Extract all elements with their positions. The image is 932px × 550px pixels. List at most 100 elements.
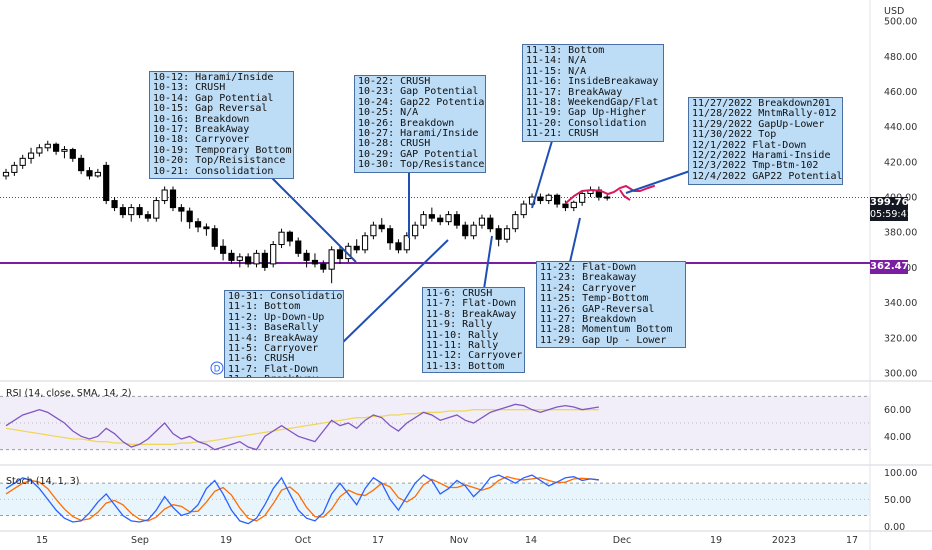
annotation-line: 10-25: N/A (358, 107, 419, 119)
annotation-line: 11-5: Carryover (228, 343, 319, 355)
candle-body (503, 228, 511, 240)
annotation-line: 11-4: BreakAway (228, 332, 319, 344)
candle-body (462, 224, 469, 237)
annotation-line: 11-3: BaseRally (228, 322, 319, 334)
annotation-line: 10-23: Gap Potential (358, 86, 479, 98)
candle-body (445, 214, 452, 223)
annotation-line: 11-29: Gap Up - Lower (540, 334, 667, 346)
annotation-arrow (569, 217, 581, 263)
stoch-k-line (5, 474, 599, 525)
annotation-arrow (339, 239, 449, 346)
annotation-line: 11-28: Momentum Bottom (540, 324, 673, 336)
annotation-box: 11-6: CRUSH 11-7: Flat-Down 11-8: BreakAwa… (422, 287, 525, 373)
annotation-line: 11-23: Breakaway (540, 272, 637, 284)
candle-body (370, 224, 377, 237)
candle-body (470, 224, 477, 237)
price-tick-label: 320.00 (884, 333, 917, 344)
annotation-line: 11-17: BreakAway (526, 86, 623, 98)
annotation-line: 10-16: Breakdown (153, 113, 250, 125)
stoch-tick-label: 0.00 (884, 522, 905, 533)
candle-body (36, 147, 43, 154)
annotation-line: 10-26: Breakdown (358, 117, 455, 129)
candle-body (194, 221, 202, 228)
candle-body (19, 157, 26, 166)
candle-body (220, 245, 227, 254)
annotation-line: 11-24: Carryover (540, 282, 637, 294)
annotation-line: 10-13: CRUSH (153, 82, 226, 94)
candle-body (44, 143, 51, 149)
candle-body (53, 143, 60, 152)
annotation-line: 11-15: N/A (526, 65, 587, 77)
annotation-line: 11-14: N/A (526, 55, 587, 67)
candle-body (161, 189, 168, 202)
candle-body (61, 149, 68, 152)
annotation-line: 11-19: Gap Up-Higher (526, 107, 647, 119)
stoch-label: Stoch (14, 1, 3) (6, 476, 80, 487)
candle-body (537, 196, 544, 202)
annotation-line: 10-28: CRUSH (358, 138, 431, 150)
candle-body (128, 207, 135, 216)
annotation-line: 10-15: Gap Reversal (153, 103, 268, 115)
annotation-box: 10-22: CRUSH 10-23: Gap Potential 10-24: G… (354, 75, 486, 173)
support-price-value: 362.47 (870, 261, 909, 272)
annotation-arrow (483, 235, 493, 290)
time-tick-label: Sep (131, 535, 149, 546)
annotation-line: 11-13: Bottom (426, 360, 505, 372)
candle-body (286, 231, 293, 242)
annotation-line: 12/2/2022 Harami-Inside (692, 150, 831, 162)
candle-body (579, 193, 586, 203)
time-tick-label: 17 (372, 535, 384, 546)
candle-body (303, 252, 310, 261)
annotation-line: 11-6: CRUSH (426, 288, 493, 299)
annotation-arrow (271, 177, 357, 263)
annotation-line: 11-26: GAP-Reversal (540, 303, 655, 315)
annotation-line: 10-29: GAP Potential (358, 148, 479, 160)
candle-body (378, 224, 385, 230)
candle-body (103, 164, 110, 202)
annotation-line: 11-8: BreakAway (426, 308, 517, 320)
annotation-line: 10-22: CRUSH (358, 76, 431, 87)
price-tick-label: 440.00 (884, 122, 917, 133)
annotation-line: 11-25: Temp-Bottom (540, 293, 649, 305)
sketch-projection (619, 189, 631, 201)
candle-body (562, 203, 569, 209)
sketch-projection (565, 184, 655, 204)
time-tick-label: 19 (710, 535, 722, 546)
annotation-line: 11-16: InsideBreakaway (526, 76, 659, 88)
price-tick-label: 460.00 (884, 87, 917, 98)
annotation-line: 11/27/2022 Breakdown201 (692, 98, 831, 109)
price-axis-currency: USD (884, 6, 904, 17)
candle-body (136, 207, 143, 216)
candle-body (554, 194, 561, 205)
stoch-d-line (5, 476, 599, 522)
time-tick-label: 2023 (772, 535, 796, 546)
annotation-line: 10-14: Gap Potential (153, 92, 274, 104)
annotation-line: 11-7: Flat-Down (228, 363, 319, 375)
annotation-line: 11-21: CRUSH (526, 128, 599, 140)
annotation-box: 11-13: Bottom 11-14: N/A 11-15: N/A 11-16: … (522, 44, 664, 142)
annotation-line: 10-12: Harami/Inside (153, 72, 274, 83)
annotation-line: 11-10: Rally (426, 329, 499, 341)
candle-body (520, 203, 527, 216)
annotation-line: 10-17: BreakAway (153, 124, 250, 136)
annotation-line: 11-8: BreakAway (228, 374, 340, 377)
candle-body (11, 164, 18, 173)
candle-body (487, 217, 494, 230)
annotation-line: 12/1/2022 Flat-Down (692, 139, 807, 151)
annotation-line: 11-2: Up-Down-Up (228, 311, 325, 323)
time-tick-label: 14 (525, 535, 537, 546)
time-tick-label: Dec (613, 535, 631, 546)
candle-body (545, 194, 552, 202)
annotation-line: 10-20: Top/Reisistance (153, 155, 286, 167)
candle-body (236, 256, 243, 261)
annotation-line: 10-30: Top/Resistance (358, 159, 485, 171)
candle-body (69, 149, 76, 159)
candle-body (153, 200, 160, 219)
candle-body (395, 242, 402, 251)
annotation-line: 10-21: Consolidation (153, 165, 274, 177)
candle-body (495, 228, 502, 240)
candle-body (144, 214, 152, 219)
candle-body (94, 171, 101, 177)
